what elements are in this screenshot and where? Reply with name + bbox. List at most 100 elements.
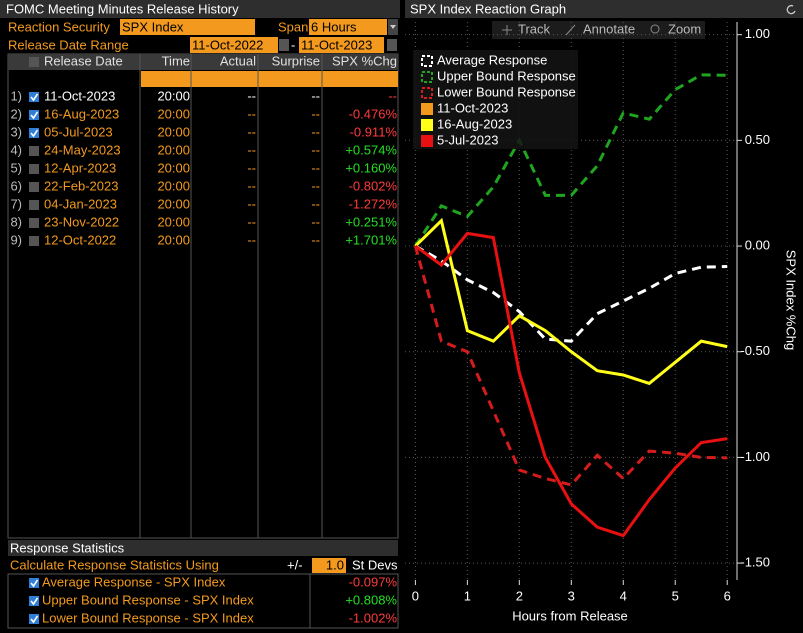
checkbox[interactable] (29, 200, 39, 210)
legend-label: Upper Bound Response (437, 68, 576, 83)
checkbox[interactable] (29, 614, 39, 624)
stats-value: -0.097% (349, 574, 398, 589)
checkbox[interactable] (29, 164, 39, 174)
actual: -- (247, 178, 256, 193)
x-tick-label: 4 (620, 588, 627, 603)
checkbox[interactable] (29, 182, 39, 192)
checkbox[interactable] (29, 578, 39, 588)
refresh-icon (786, 4, 796, 15)
checkbox[interactable] (29, 128, 39, 138)
field-label: Reaction Security (8, 19, 110, 34)
legend-label: 5-Jul-2023 (437, 132, 498, 147)
legend-swatch (421, 71, 433, 83)
zoom-icon (650, 24, 660, 34)
surprise: -- (311, 124, 320, 139)
release-date: 05-Jul-2023 (44, 124, 113, 139)
row-number: 4) (10, 142, 22, 157)
stats-pm: +/- (287, 557, 303, 572)
stats-name: Average Response - SPX Index (42, 574, 226, 589)
release-date: 04-Jan-2023 (44, 196, 117, 211)
x-tick-label: 1 (464, 588, 471, 603)
series-line (414, 217, 728, 386)
pct-change: -0.802% (349, 178, 398, 193)
checkbox[interactable] (29, 57, 39, 67)
row-number: 9) (10, 232, 22, 247)
x-tick-label: 3 (568, 588, 575, 603)
legend-swatch (421, 119, 433, 131)
row-number: 7) (10, 196, 22, 211)
input-value: 1.0 (326, 557, 344, 572)
date-value: 11-Oct-2022 (192, 37, 263, 52)
panel-title: FOMC Meeting Minutes Release History (6, 1, 239, 16)
surprise: -- (311, 214, 320, 229)
pct-change: -0.911% (350, 124, 398, 139)
date-input[interactable] (299, 37, 384, 53)
x-tick-label: 5 (672, 588, 679, 603)
actual: -- (247, 196, 256, 211)
release-date: 24-May-2023 (44, 142, 121, 157)
calendar-button[interactable] (279, 39, 289, 51)
release-time: 20:00 (157, 196, 190, 211)
toolbar-button[interactable]: Annotate (583, 21, 635, 36)
release-time: 20:00 (157, 88, 190, 103)
column-header: SPX %Chg (332, 53, 397, 68)
legend-label: Average Response (437, 52, 547, 67)
release-date: 16-Aug-2023 (44, 106, 119, 121)
series-line (414, 73, 728, 247)
y-tick-label: -1.00 (740, 449, 770, 464)
y-tick-label: -1.50 (740, 555, 770, 570)
row-number: 5) (10, 160, 22, 175)
check-mark (30, 111, 39, 120)
toolbar-button[interactable]: Zoom (668, 21, 701, 36)
input-box[interactable] (312, 558, 346, 573)
check-mark (30, 129, 39, 138)
section-bar (8, 540, 398, 556)
input-value: SPX Index (122, 19, 184, 34)
checkbox[interactable] (29, 92, 39, 102)
series-line (414, 231, 728, 538)
series-line (414, 244, 728, 343)
y-tick-label: 0.50 (745, 132, 770, 147)
field-label: Span (278, 19, 308, 34)
calendar-button[interactable] (387, 39, 397, 51)
actual: -- (247, 160, 256, 175)
legend-swatch (421, 55, 433, 67)
release-date: 12-Oct-2022 (44, 232, 116, 247)
track-icon (502, 25, 512, 35)
surprise: -- (311, 106, 320, 121)
actual: -- (247, 232, 256, 247)
legend-box (413, 50, 578, 149)
pct-change: +1.701% (345, 232, 397, 247)
checkbox[interactable] (29, 218, 39, 228)
input-box[interactable] (120, 19, 255, 35)
actual: -- (247, 214, 256, 229)
check-mark (30, 579, 39, 588)
surprise: -- (311, 178, 320, 193)
date-input[interactable] (190, 37, 278, 53)
release-time: 20:00 (157, 178, 190, 193)
checkbox[interactable] (29, 236, 39, 246)
section-title: Response Statistics (10, 540, 125, 555)
header-row (8, 54, 398, 70)
dropdown-value: 6 Hours (311, 19, 357, 34)
release-time: 20:00 (157, 214, 190, 229)
checkbox[interactable] (29, 596, 39, 606)
column-header: Release Date (44, 53, 123, 68)
legend-swatch (421, 135, 433, 147)
checkbox[interactable] (29, 110, 39, 120)
dropdown-box[interactable] (309, 19, 387, 35)
release-time: 20:00 (157, 142, 190, 157)
release-date: 11-Oct-2023 (44, 88, 115, 103)
actual: -- (247, 142, 256, 157)
y-tick-label: -0.50 (740, 343, 770, 358)
y-tick-label: 0.00 (745, 237, 770, 252)
field-label: Release Date Range (8, 37, 129, 52)
checkbox[interactable] (29, 146, 39, 156)
actual: -- (247, 124, 256, 139)
pct-change: +0.160% (345, 160, 397, 175)
x-axis-label: Hours from Release (512, 608, 628, 623)
row-number: 1) (10, 88, 22, 103)
release-time: 20:00 (157, 124, 190, 139)
toolbar-button[interactable]: Track (518, 21, 551, 36)
